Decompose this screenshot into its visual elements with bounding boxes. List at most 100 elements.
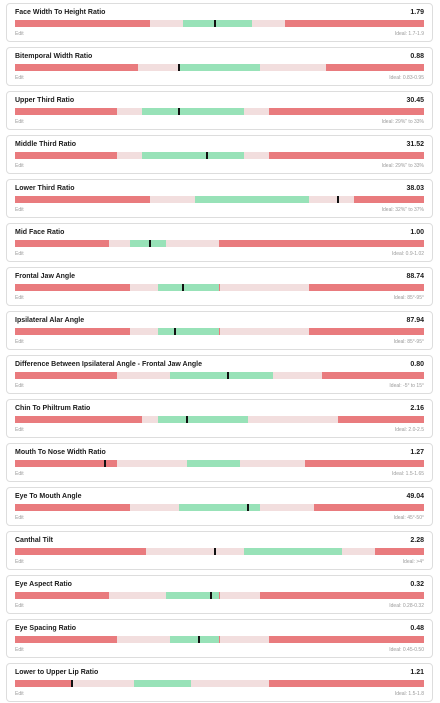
value-marker xyxy=(173,328,176,335)
ideal-range-label: Ideal: 32%" to 37% xyxy=(381,207,424,213)
range-ideal xyxy=(186,460,240,467)
value-marker xyxy=(71,680,74,687)
range-ideal xyxy=(141,108,245,115)
range-near-high xyxy=(190,680,269,687)
range-near-low xyxy=(145,548,245,555)
metric-value: 1.79 xyxy=(410,9,424,16)
metric-name: Frontal Jaw Angle xyxy=(15,273,76,280)
range-near-high xyxy=(166,240,220,247)
edit-link[interactable]: Edit xyxy=(15,339,24,345)
range-bar xyxy=(15,108,424,115)
range-ideal xyxy=(178,64,261,71)
metric-name: Mid Face Ratio xyxy=(15,229,65,236)
ideal-range-label: Ideal: 85°-95° xyxy=(393,339,424,345)
metric-card: Eye To Mouth Angle 49.04 Edit Ideal: 45°-50… xyxy=(6,487,433,526)
range-bar xyxy=(15,680,424,687)
metric-card: Eye Aspect Ratio 0.32 Edit Ideal: 0.28-0.32 xyxy=(6,575,433,614)
range-near-high xyxy=(272,372,322,379)
range-ideal xyxy=(133,680,191,687)
range-ideal xyxy=(166,592,220,599)
range-near-high xyxy=(252,20,285,27)
range-ideal xyxy=(158,416,249,423)
ideal-range-label: Ideal: 45°-50° xyxy=(393,515,424,521)
metric-card: Bitemporal Width Ratio 0.88 Edit Ideal: 0.8… xyxy=(6,47,433,86)
value-marker xyxy=(206,152,209,159)
metric-name: Face Width To Height Ratio xyxy=(15,9,106,16)
metric-card: Ipsilateral Alar Angle 87.94 Edit Ideal: 85… xyxy=(6,311,433,350)
metric-name: Mouth To Nose Width Ratio xyxy=(15,449,106,456)
metric-name: Bitemporal Width Ratio xyxy=(15,53,93,60)
range-near-high xyxy=(239,460,306,467)
metric-card: Middle Third Ratio 31.52 Edit Ideal: 29%" t… xyxy=(6,135,433,174)
range-bar xyxy=(15,592,424,599)
edit-link[interactable]: Edit xyxy=(15,603,24,609)
edit-link[interactable]: Edit xyxy=(15,31,24,37)
edit-link[interactable]: Edit xyxy=(15,691,24,697)
range-bar xyxy=(15,372,424,379)
value-marker xyxy=(177,64,180,71)
range-near-low xyxy=(129,328,159,335)
range-near-low xyxy=(137,64,179,71)
range-ideal xyxy=(158,328,220,335)
range-near-high xyxy=(260,64,326,71)
edit-link[interactable]: Edit xyxy=(15,647,24,653)
value-marker xyxy=(103,460,106,467)
metric-name: Ipsilateral Alar Angle xyxy=(15,317,85,324)
value-marker xyxy=(247,504,250,511)
edit-link[interactable]: Edit xyxy=(15,471,24,477)
range-ideal xyxy=(129,240,167,247)
edit-link[interactable]: Edit xyxy=(15,427,24,433)
edit-link[interactable]: Edit xyxy=(15,75,24,81)
range-near-low xyxy=(117,460,187,467)
metric-card: Lower Third Ratio 38.03 Edit Ideal: 32%" to… xyxy=(6,179,433,218)
metric-name: Eye To Mouth Angle xyxy=(15,493,82,500)
range-near-low xyxy=(117,372,171,379)
metric-card: Eye Spacing Ratio 0.48 Edit Ideal: 0.45-0.5… xyxy=(6,619,433,658)
metric-name: Difference Between Ipsilateral Angle - F… xyxy=(15,361,202,368)
metric-card: Chin To Philtrum Ratio 2.16 Edit Ideal: 2.0… xyxy=(6,399,433,438)
range-bar xyxy=(15,284,424,291)
range-near-low xyxy=(72,680,134,687)
range-near-high xyxy=(244,108,269,115)
metric-card: Mid Face Ratio 1.00 Edit Ideal: 0.9-1.02 xyxy=(6,223,433,262)
ideal-range-label: Ideal: 85°-95° xyxy=(393,295,424,301)
value-marker xyxy=(148,240,151,247)
range-near-high xyxy=(309,196,355,203)
ideal-range-label: Ideal: 29%" to 33% xyxy=(381,119,424,125)
ideal-range-label: Ideal: -5° to 15° xyxy=(389,383,424,389)
ideal-range-label: Ideal: >4° xyxy=(402,559,424,565)
metric-card: Canthal Tilt 2.28 Edit Ideal: >4° xyxy=(6,531,433,570)
edit-link[interactable]: Edit xyxy=(15,515,24,521)
metric-value: 49.04 xyxy=(406,493,424,500)
range-near-high xyxy=(244,152,269,159)
value-marker xyxy=(181,284,184,291)
ideal-range-label: Ideal: 29%" to 33% xyxy=(381,163,424,169)
metric-value: 0.48 xyxy=(410,625,424,632)
metric-name: Chin To Philtrum Ratio xyxy=(15,405,91,412)
range-near-high xyxy=(219,636,269,643)
ideal-range-label: Ideal: 0.45-0.50 xyxy=(389,647,424,653)
edit-link[interactable]: Edit xyxy=(15,295,24,301)
range-bar xyxy=(15,64,424,71)
range-near-low xyxy=(117,636,171,643)
metric-name: Lower Third Ratio xyxy=(15,185,75,192)
edit-link[interactable]: Edit xyxy=(15,207,24,213)
value-marker xyxy=(214,20,217,27)
range-bar xyxy=(15,636,424,643)
range-near-high xyxy=(219,592,261,599)
edit-link[interactable]: Edit xyxy=(15,559,24,565)
metric-value: 38.03 xyxy=(406,185,424,192)
range-bar xyxy=(15,20,424,27)
edit-link[interactable]: Edit xyxy=(15,383,24,389)
range-near-low xyxy=(109,240,130,247)
range-bar xyxy=(15,416,424,423)
ideal-range-label: Ideal: 1.5-1.8 xyxy=(394,691,424,697)
metric-name: Middle Third Ratio xyxy=(15,141,77,148)
range-near-low xyxy=(117,152,142,159)
metric-name: Eye Aspect Ratio xyxy=(15,581,72,588)
edit-link[interactable]: Edit xyxy=(15,251,24,257)
edit-link[interactable]: Edit xyxy=(15,163,24,169)
range-near-low xyxy=(141,416,159,423)
edit-link[interactable]: Edit xyxy=(15,119,24,125)
metric-value: 1.21 xyxy=(410,669,424,676)
